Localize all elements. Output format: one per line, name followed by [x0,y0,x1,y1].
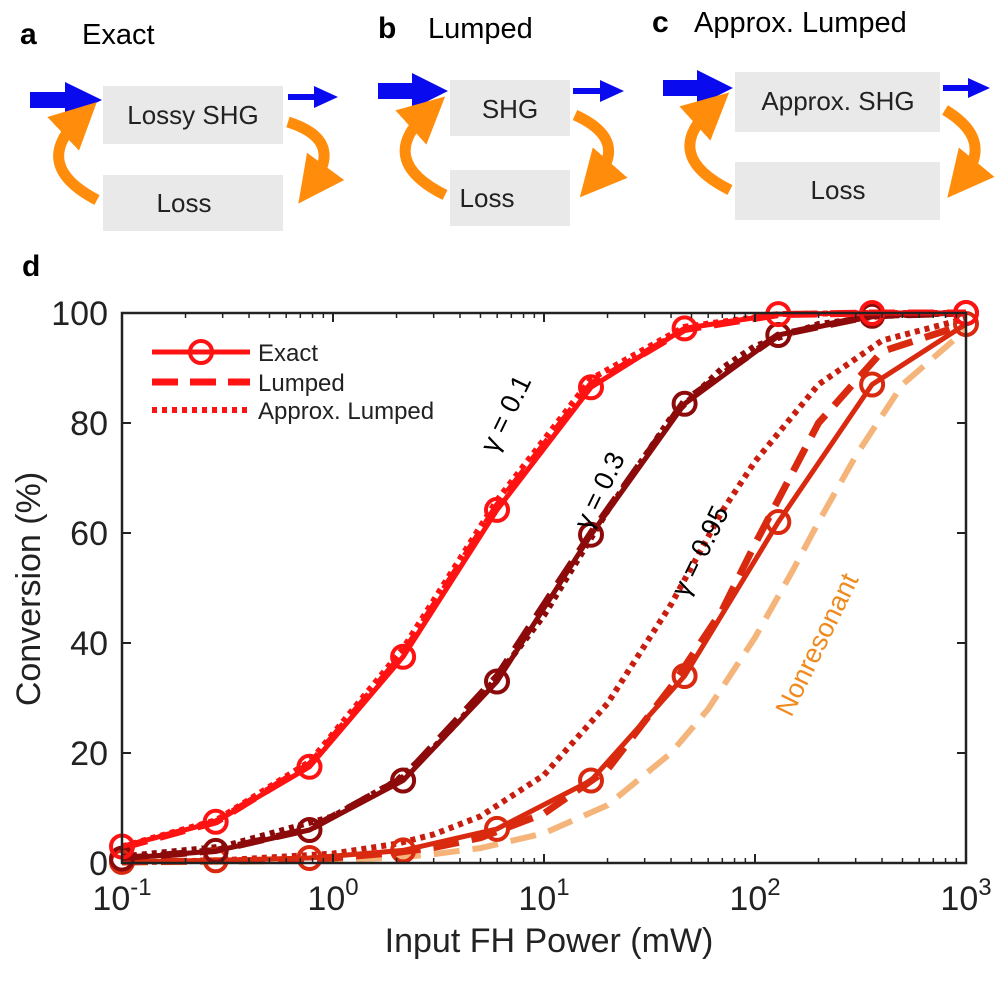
x-tick-label: 100 [307,874,358,918]
series-7-point [671,663,698,689]
loss-box-label: Loss [811,175,866,205]
y-tick-label: 20 [70,735,108,773]
sh-output-arrow-icon [943,78,990,98]
series-7-point [484,815,510,842]
approx-shg-box-label: Approx. SHG [761,86,914,116]
series-7-point [578,767,604,794]
x-tick-base: 10 [518,880,556,918]
panel-a-label: a [20,18,37,51]
loss-box-label: Loss [460,183,515,213]
series-9-point [484,496,510,523]
loss-box [103,175,283,231]
loss-box-label: Loss [157,188,212,218]
curve-annotation: γ = 0.95 [665,501,734,601]
x-tick-exponent: -1 [130,874,151,901]
x-tick-base: 10 [307,880,345,918]
y-axis-label: Conversion (%) [10,472,48,706]
series-9-point [578,374,604,401]
y-tick-label: 60 [70,515,108,553]
y-tick-label: 100 [51,295,108,333]
x-tick-base: 10 [92,880,130,918]
loop-arrow-left-icon [395,96,448,200]
fh-input-arrow-icon [663,70,733,106]
series-8-point [671,390,698,417]
lossy-shg-box [103,86,283,144]
loop-arrow-right-icon [942,105,995,198]
series-line-7 [121,321,968,865]
x-axis-label: Input FH Power (mW) [385,922,714,960]
series-8-point [578,521,604,548]
loop-arrow-left-icon [679,92,733,195]
series-8-point [484,668,510,695]
legend-exact-label: Exact [258,340,318,367]
x-tick-exponent: 0 [345,874,358,901]
curve-annotation: γ = 0.1 [474,370,537,457]
series-9-point [296,753,323,780]
x-tick-base: 10 [729,880,767,918]
panel-a-title: Exact [82,19,155,51]
x-tick-exponent: 1 [556,874,569,901]
y-tick-label: 40 [70,625,108,663]
x-tick-exponent: 2 [767,874,780,901]
sh-output-arrow-icon [288,86,338,108]
curve-annotation: Nonresonant [770,568,865,721]
loss-box [735,162,940,220]
loop-arrow-right-icon [286,116,345,204]
series-9-point [202,808,229,835]
x-tick-label: 101 [518,874,569,918]
series-9-point [671,315,698,342]
shg-box [450,80,570,136]
series-7-point [296,845,323,871]
series-7-point [390,837,417,864]
loss-box [450,170,570,226]
fh-input-arrow-icon [30,82,102,118]
panel-a: a Exact Lossy SHG Loss [20,18,345,231]
x-tick-label: 10-1 [92,874,151,918]
legend-exact-marker [188,339,214,365]
panel-b: b Lumped SHG Loss [378,12,628,226]
series-line-0 [121,327,968,866]
panel-b-label: b [378,12,396,45]
loop-arrow-right-icon [572,109,628,198]
series-9-point [390,643,417,670]
chart-legend: Exact Lumped Approx. Lumped [152,339,434,425]
series-line-8 [121,310,967,862]
series-line-1 [121,315,967,866]
x-tick-base: 10 [940,880,978,918]
panel-b-title: Lumped [428,13,533,45]
y-tick-label: 80 [70,405,108,443]
lossy-shg-box-label: Lossy SHG [127,100,259,130]
panel-d-label: d [22,250,40,283]
series-8-point [296,817,323,843]
series-8-point [390,767,417,794]
series-7-point [765,509,792,535]
x-tick-label: 102 [729,874,780,918]
loop-arrow-left-icon [47,102,100,205]
panel-c-title: Approx. Lumped [694,7,907,39]
panel-c: c Approx. Lumped Approx. SHG Loss [652,6,995,220]
panel-c-label: c [652,6,669,39]
series-7-point [859,371,886,398]
legend-approx-lumped-label: Approx. Lumped [258,398,434,425]
fh-input-arrow-icon [378,73,448,109]
chart-ticks [121,312,967,864]
approx-shg-box [735,72,940,132]
legend-lumped-label: Lumped [258,370,345,397]
x-tick-exponent: 3 [978,874,991,901]
x-tick-label: 103 [940,874,991,918]
y-tick-label: 0 [89,845,108,883]
sh-output-arrow-icon [573,80,624,102]
shg-box-label: SHG [482,94,538,124]
